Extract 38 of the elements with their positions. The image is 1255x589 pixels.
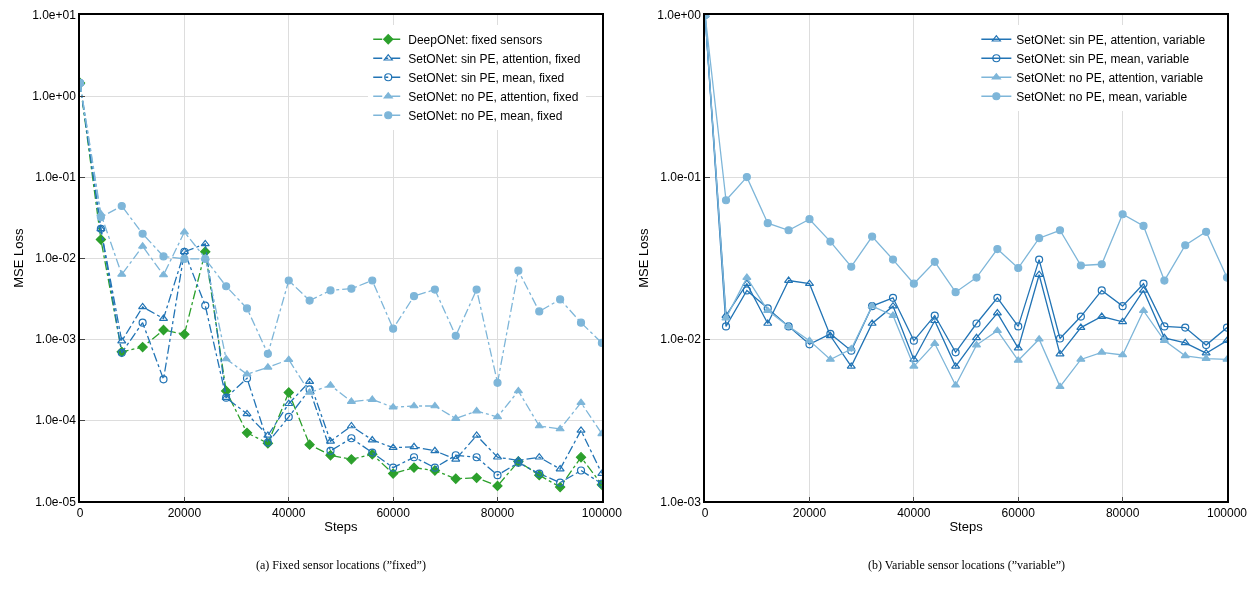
- x-axis-title: Steps: [949, 518, 984, 534]
- x-tick-label: 80000: [1105, 506, 1140, 521]
- y-tick-label: 1.0e-03: [660, 494, 702, 509]
- y-axis-title: MSE Loss: [10, 228, 26, 288]
- legend-label: SetONet: sin PE, attention, variable: [1016, 32, 1206, 47]
- y-tick-label: 1.0e-04: [35, 413, 77, 428]
- legend-label: SetONet: no PE, mean, fixed: [408, 108, 563, 123]
- y-axis-title: MSE Loss: [635, 228, 651, 288]
- x-tick-label: 0: [76, 506, 84, 521]
- y-tick-label: 1.0e-01: [660, 170, 702, 185]
- y-tick-label: 1.0e-05: [35, 494, 77, 509]
- x-tick-label: 60000: [1001, 506, 1036, 521]
- x-tick-label: 20000: [167, 506, 202, 521]
- x-tick-label: 100000: [581, 506, 623, 521]
- legend-label: SetONet: no PE, attention, variable: [1016, 70, 1204, 85]
- legend-label: SetONet: sin PE, attention, fixed: [408, 51, 581, 66]
- x-tick-label: 0: [701, 506, 709, 521]
- x-axis-title: Steps: [324, 518, 359, 534]
- x-tick-label: 40000: [272, 506, 306, 521]
- legend-label: SetONet: no PE, mean, variable: [1016, 89, 1188, 104]
- legend-label: SetONet: sin PE, mean, fixed: [408, 70, 565, 85]
- y-tick-label: 1.0e-01: [35, 170, 77, 185]
- x-tick-label: 80000: [480, 506, 515, 521]
- legend-label: DeepONet: fixed sensors: [408, 32, 543, 47]
- y-tick-label: 1.0e-03: [35, 332, 77, 347]
- x-tick-label: 60000: [376, 506, 411, 521]
- y-tick-label: 1.0e+00: [32, 89, 77, 104]
- y-tick-label: 1.0e-02: [35, 251, 77, 266]
- x-tick-label: 100000: [1206, 506, 1248, 521]
- legend-label: SetONet: sin PE, mean, variable: [1016, 51, 1190, 66]
- x-tick-label: 20000: [792, 506, 827, 521]
- legend-label: SetONet: no PE, attention, fixed: [408, 89, 579, 104]
- x-tick-label: 40000: [897, 506, 931, 521]
- y-tick-label: 1.0e+00: [657, 8, 702, 23]
- text: (a) Fixed sensor locations (”fixed”): [256, 558, 426, 572]
- y-tick-label: 1.0e-02: [660, 332, 702, 347]
- text: (b) Variable sensor locations (”variable”): [868, 558, 1066, 572]
- y-tick-label: 1.0e+01: [32, 8, 77, 23]
